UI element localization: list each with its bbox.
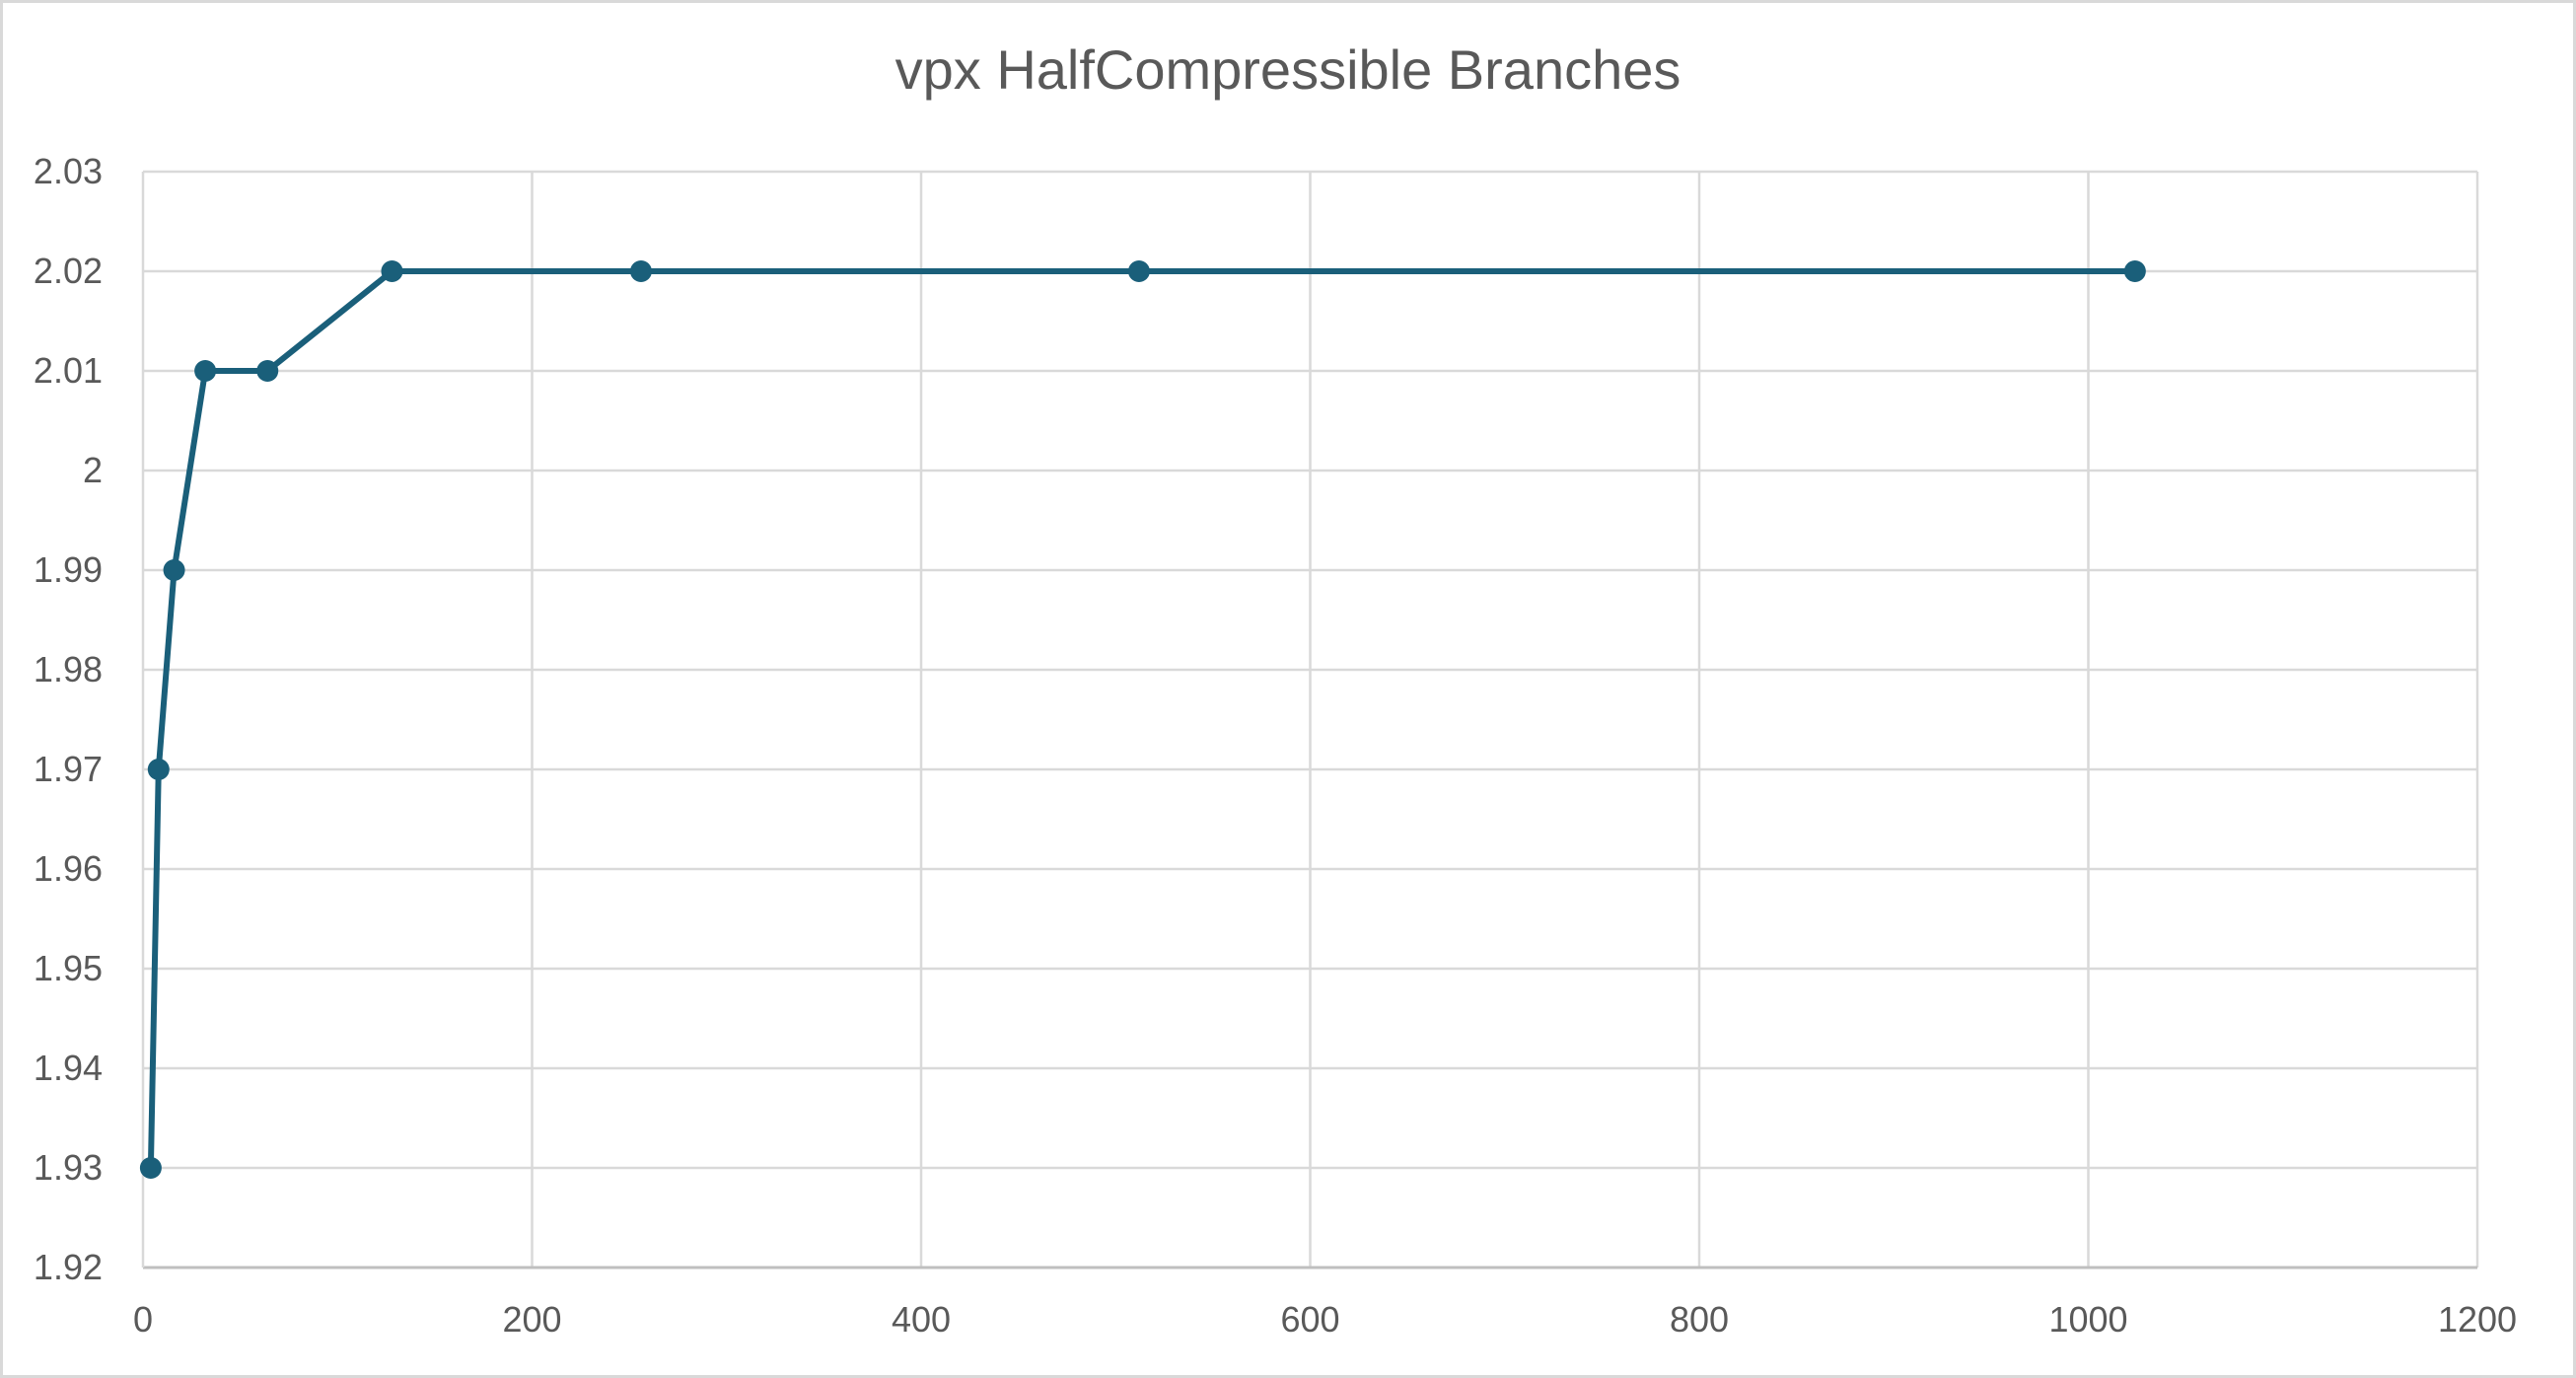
data-point — [147, 759, 170, 780]
x-tick-label: 800 — [1670, 1299, 1729, 1340]
x-tick-label: 200 — [502, 1299, 561, 1340]
data-point — [163, 559, 185, 581]
axes — [141, 172, 2477, 1269]
y-tick-label: 1.93 — [34, 1147, 103, 1188]
y-tick-label: 2.01 — [34, 350, 103, 391]
x-tick-label: 1000 — [2048, 1299, 2127, 1340]
x-tick-label: 600 — [1280, 1299, 1339, 1340]
series-layer — [139, 260, 2146, 1179]
data-point — [2123, 260, 2146, 282]
x-tick-labels: 0 200 400 600 800 1000 1200 — [133, 1299, 2517, 1340]
data-point — [256, 360, 279, 382]
y-tick-label: 1.92 — [34, 1247, 103, 1287]
y-tick-label: 1.94 — [34, 1048, 103, 1088]
x-tick-label: 1200 — [2438, 1299, 2517, 1340]
x-tick-label: 0 — [133, 1299, 153, 1340]
data-point — [381, 260, 403, 282]
y-tick-label: 1.96 — [34, 848, 103, 889]
grid-lines — [143, 170, 2479, 1268]
data-point — [1127, 260, 1150, 282]
series-line — [147, 268, 2135, 1169]
y-tick-label: 1.98 — [34, 649, 103, 689]
data-point — [629, 260, 652, 282]
y-tick-label: 2.03 — [34, 151, 103, 191]
y-tick-label: 2 — [83, 450, 103, 490]
y-tick-labels: 1.92 1.93 1.94 1.95 1.96 1.97 1.98 1.99 2 2.01 2.0… — [34, 151, 103, 1287]
data-point — [194, 360, 217, 382]
y-tick-label: 1.97 — [34, 749, 103, 789]
y-tick-label: 1.95 — [34, 948, 103, 988]
y-tick-label: 1.99 — [34, 549, 103, 590]
y-tick-label: 2.02 — [34, 251, 103, 291]
chart-title: vpx HalfCompressible Branches — [894, 38, 1682, 101]
data-point — [139, 1157, 162, 1179]
x-tick-label: 400 — [892, 1299, 951, 1340]
